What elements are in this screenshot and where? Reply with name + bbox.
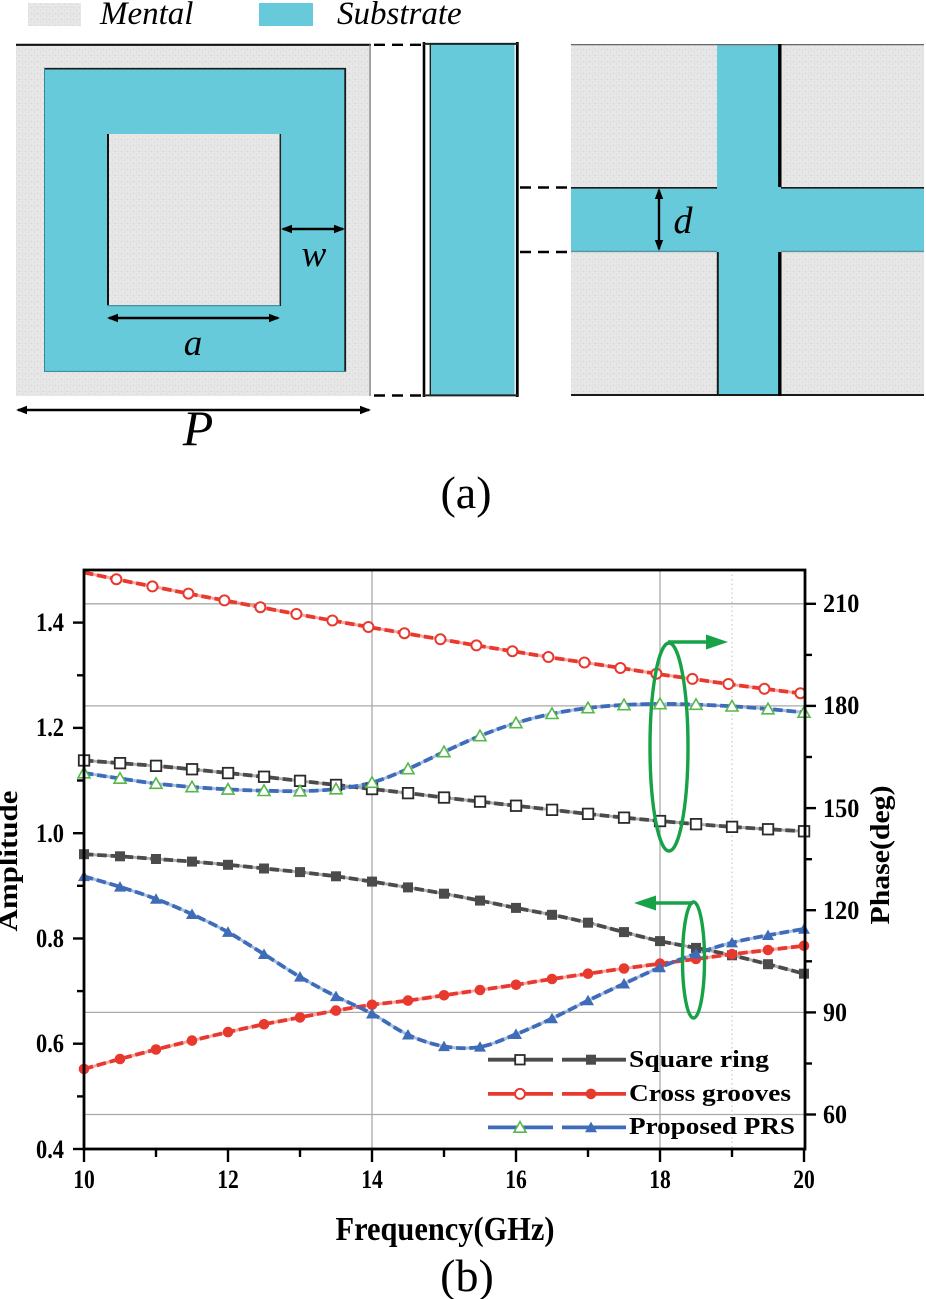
- svg-text:(b): (b): [440, 1250, 494, 1299]
- svg-text:1.4: 1.4: [36, 608, 64, 637]
- svg-text:120: 120: [823, 896, 859, 925]
- svg-text:0.8: 0.8: [36, 924, 64, 953]
- svg-text:(a): (a): [440, 467, 491, 518]
- svg-text:150: 150: [823, 794, 859, 823]
- svg-text:Cross grooves: Cross grooves: [629, 1081, 791, 1107]
- svg-text:180: 180: [823, 691, 859, 720]
- svg-text:P: P: [182, 400, 214, 456]
- svg-text:Phase(deg): Phase(deg): [865, 786, 895, 925]
- svg-text:d: d: [674, 200, 694, 242]
- svg-text:60: 60: [823, 1100, 847, 1129]
- svg-text:Substrate: Substrate: [337, 0, 462, 32]
- svg-text:Proposed PRS: Proposed PRS: [629, 1114, 795, 1140]
- svg-text:18: 18: [649, 1165, 671, 1194]
- svg-text:1.0: 1.0: [36, 819, 64, 848]
- svg-text:10: 10: [73, 1165, 95, 1194]
- svg-text:210: 210: [823, 589, 859, 618]
- svg-text:14: 14: [361, 1165, 383, 1194]
- svg-text:20: 20: [793, 1165, 815, 1194]
- svg-text:Amplitude: Amplitude: [0, 790, 23, 931]
- svg-text:0.6: 0.6: [36, 1029, 64, 1058]
- svg-text:Frequency(GHz): Frequency(GHz): [336, 1211, 555, 1248]
- svg-text:Square ring: Square ring: [629, 1047, 769, 1073]
- svg-text:Mental: Mental: [99, 0, 193, 32]
- svg-text:1.2: 1.2: [36, 713, 64, 742]
- svg-text:a: a: [184, 323, 203, 364]
- svg-text:0.4: 0.4: [36, 1135, 64, 1164]
- svg-text:w: w: [302, 234, 327, 275]
- svg-text:12: 12: [217, 1165, 239, 1194]
- svg-text:90: 90: [823, 998, 847, 1027]
- svg-text:16: 16: [505, 1165, 527, 1194]
